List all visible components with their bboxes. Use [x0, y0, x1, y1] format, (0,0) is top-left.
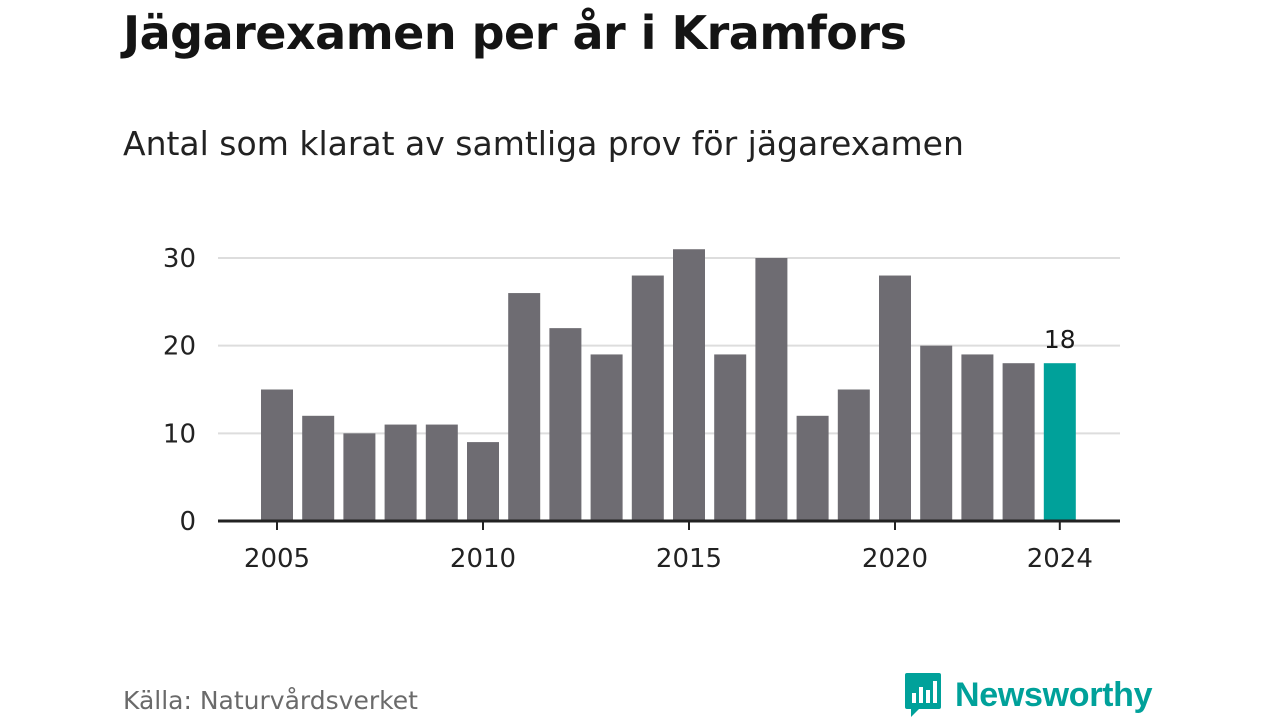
brand-name: Newsworthy	[955, 675, 1153, 714]
bar-2024	[1043, 363, 1076, 521]
x-tick-label-2010: 2010	[450, 544, 516, 574]
bars	[261, 249, 1076, 521]
chart-title: Jägarexamen per år i Kramfors	[123, 6, 907, 60]
bar-2009	[425, 424, 458, 521]
bar-2012	[549, 328, 582, 521]
bar-2017	[755, 258, 788, 521]
data-label-2024: 18	[1044, 325, 1076, 354]
bar-2007	[343, 433, 376, 521]
bar-2021	[920, 345, 953, 521]
bar-2014	[631, 275, 664, 521]
bar-2010	[467, 442, 499, 521]
y-tick-label-20: 20	[163, 332, 196, 362]
labels: 0 10 20 30 2005 2010 2015 2020 2024 18	[163, 244, 1093, 574]
bar-2018	[796, 415, 829, 521]
bar-2023	[1002, 363, 1035, 521]
x-tick-label-2015: 2015	[656, 544, 722, 574]
y-tick-label-30: 30	[163, 244, 196, 274]
x-tick-label-2005: 2005	[244, 544, 310, 574]
brand-logo: Newsworthy	[903, 671, 1153, 719]
bar-2011	[508, 293, 541, 521]
y-tick-label-0: 0	[179, 507, 196, 537]
bar-2019	[837, 389, 870, 521]
bar-2013	[590, 354, 623, 521]
bar-2016	[714, 354, 747, 521]
bar-2006	[302, 415, 335, 521]
bar-2008	[384, 424, 417, 521]
source-note: Källa: Naturvårdsverket	[123, 686, 418, 715]
bar-2022	[961, 354, 994, 521]
chart-subtitle: Antal som klarat av samtliga prov för jä…	[123, 124, 964, 163]
x-tick-label-2020: 2020	[862, 544, 928, 574]
bar-2020	[879, 275, 911, 521]
axes	[218, 519, 1120, 530]
x-tick-label-2024: 2024	[1027, 544, 1093, 574]
bar-2005	[261, 389, 293, 521]
newsworthy-logo-icon	[905, 673, 941, 717]
y-tick-label-10: 10	[163, 419, 196, 449]
bar-2015	[673, 249, 705, 521]
